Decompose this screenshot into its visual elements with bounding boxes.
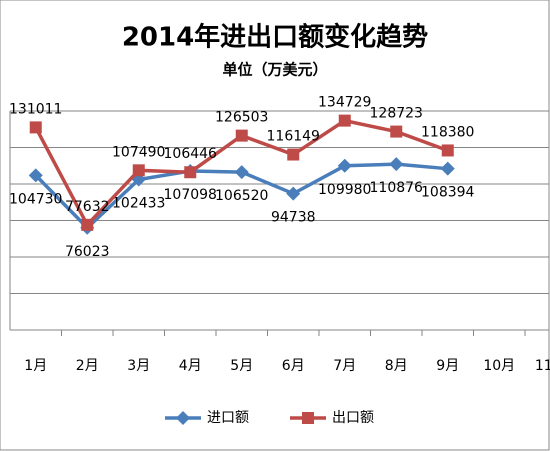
marker: [338, 114, 351, 127]
data-label: 108394: [421, 185, 475, 201]
x-tick-label: 6月: [282, 358, 305, 374]
legend-label: 进口额: [207, 410, 249, 426]
data-label: 76023: [65, 244, 110, 260]
data-label: 126503: [215, 110, 268, 126]
marker: [28, 168, 43, 183]
data-label: 77632: [65, 199, 110, 215]
data-label: 107490: [112, 144, 165, 160]
x-tick-label: 1月: [24, 358, 47, 374]
marker: [29, 121, 42, 134]
x-tick-label: 2月: [76, 358, 99, 374]
data-label: 128723: [370, 106, 423, 122]
marker: [176, 411, 190, 425]
data-label: 116149: [267, 129, 320, 145]
x-tick-label: 8月: [385, 358, 408, 374]
marker: [287, 148, 300, 161]
marker: [286, 186, 301, 201]
data-label: 131011: [9, 101, 62, 117]
x-tick-label: 7月: [333, 358, 356, 374]
marker: [337, 158, 352, 173]
data-label: 134729: [318, 95, 371, 111]
data-label: 110876: [370, 180, 424, 196]
marker: [132, 164, 145, 177]
x-tick-label: 10月: [483, 358, 515, 374]
marker: [389, 157, 404, 172]
x-tick-label: 4月: [179, 358, 202, 374]
data-label: 94738: [271, 210, 316, 226]
x-tick-label: 11月: [535, 358, 550, 374]
marker: [302, 412, 314, 424]
marker: [81, 218, 94, 231]
x-tick-label: 5月: [230, 358, 253, 374]
marker: [440, 161, 455, 176]
marker: [441, 144, 454, 157]
data-label: 106446: [164, 146, 218, 162]
data-label: 102433: [112, 196, 165, 212]
chart-title: 2014年进出口额变化趋势: [122, 22, 428, 53]
data-label: 104730: [9, 191, 62, 207]
data-label: 106520: [215, 188, 268, 204]
data-label: 109980: [318, 182, 371, 198]
data-label: 107098: [164, 187, 217, 203]
marker: [235, 129, 248, 142]
marker: [184, 166, 197, 179]
x-tick-label: 3月: [127, 358, 150, 374]
chart-subtitle: 单位（万美元）: [222, 61, 327, 79]
x-tick-label: 9月: [436, 358, 459, 374]
data-label: 118380: [421, 124, 474, 140]
marker: [234, 165, 249, 180]
marker: [390, 125, 403, 138]
legend-label: 出口额: [332, 410, 374, 426]
